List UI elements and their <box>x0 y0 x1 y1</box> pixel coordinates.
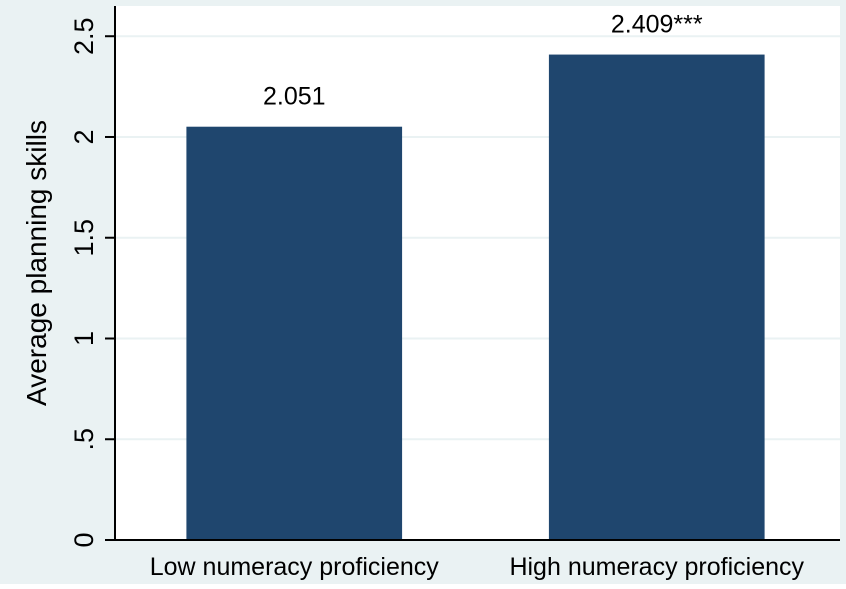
bar-value-label: 2.051 <box>263 83 326 111</box>
bar-high-numeracy <box>548 54 765 540</box>
labels: 2.051 Low numeracy proficiency 2.409*** Hig… <box>150 11 805 581</box>
y-ticks: 0 .5 1 1.5 2 2.5 <box>69 17 115 548</box>
bar-value-label: 2.409*** <box>611 11 703 39</box>
y-axis-title: Average planning skills <box>21 120 52 406</box>
y-tick-label: 0 <box>69 532 99 547</box>
y-tick-label: 2.5 <box>69 17 99 55</box>
y-tick-label: 1 <box>69 331 99 346</box>
y-tick-label: 1.5 <box>69 219 99 257</box>
x-category-label: High numeracy proficiency <box>509 553 804 581</box>
axes <box>114 6 840 541</box>
bars <box>186 54 765 540</box>
y-tick-label: .5 <box>69 428 99 451</box>
y-tick-label: 2 <box>69 129 99 144</box>
bar-low-numeracy <box>186 126 403 540</box>
x-category-label: Low numeracy proficiency <box>150 553 440 581</box>
